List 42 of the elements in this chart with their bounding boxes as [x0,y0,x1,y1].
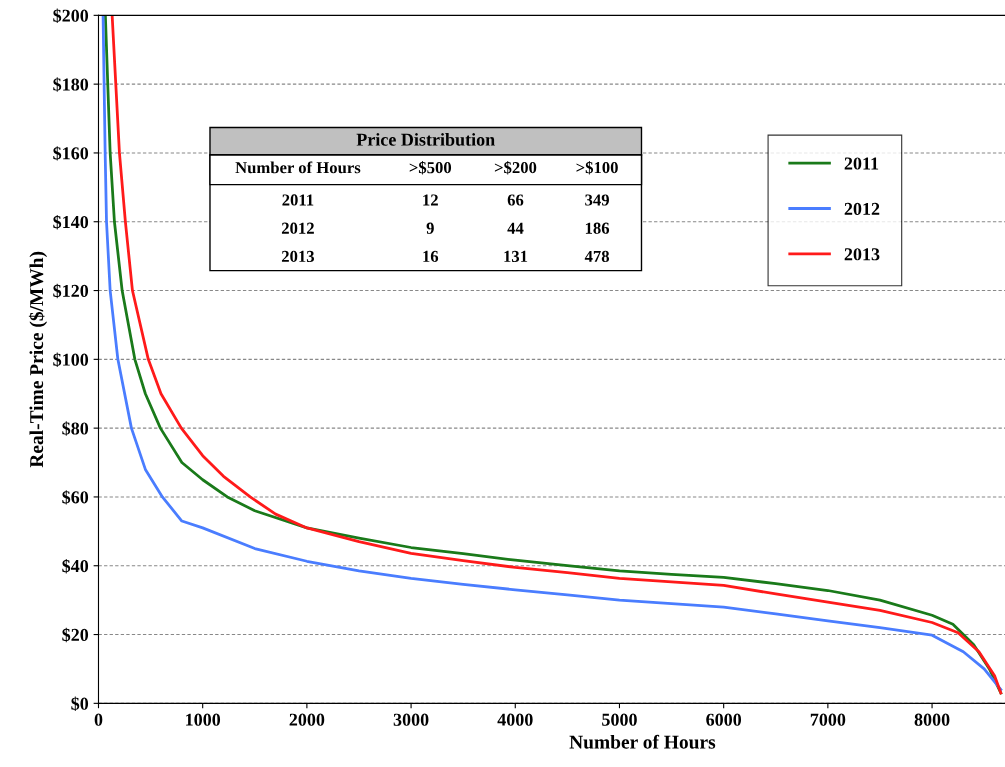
x-tick-label: 1000 [186,713,221,726]
annotation: 186 [585,222,610,234]
x-tick-label: 0 [94,713,103,726]
annotation: Price Distribution [356,133,495,146]
annotation: 2013 [281,250,315,263]
x-tick-label: 4000 [497,713,533,726]
y-tick-label: $120 [53,283,89,299]
y-tick-label: $0 [71,696,89,711]
x-tick-label: 7000 [810,713,846,726]
annotation: 12 [423,194,438,206]
annotation: Number of Hours [235,161,361,174]
annotation: 131 [504,250,528,263]
annotation: >$200 [494,161,537,175]
annotation: 44 [507,222,524,234]
y-tick-label: $80 [62,421,89,436]
legend-label: 2013 [844,248,880,261]
annotation: >$100 [576,161,618,175]
x-tick-label: 3000 [393,713,429,726]
y-tick-label: $20 [62,627,89,643]
y-axis-title: Real-Time Price ($/MWh) [28,251,48,468]
annotation: 2011 [282,194,314,206]
x-tick-label: 5000 [602,713,637,726]
x-tick-label: 6000 [706,713,742,726]
x-tick-label: 2000 [289,713,325,726]
y-tick-label: $60 [62,490,89,505]
annotation: 349 [585,194,609,206]
annotation: >$500 [409,161,452,175]
y-tick-label: $100 [53,352,89,367]
y-tick-label: $180 [53,77,89,92]
annotation: 66 [507,194,524,206]
x-axis-title: Number of Hours [569,734,716,749]
y-tick-label: $140 [53,214,89,230]
y-tick-label: $160 [53,146,89,161]
x-tick-label: 8000 [914,713,950,726]
annotation: 16 [423,250,439,263]
annotation: 9 [426,222,434,234]
y-tick-label: $40 [62,558,89,574]
annotation: 2012 [281,222,314,234]
legend-label: 2011 [844,157,879,170]
legend-label: 2012 [844,202,880,215]
annotation: 478 [584,250,610,263]
y-tick-label: $200 [53,8,89,23]
